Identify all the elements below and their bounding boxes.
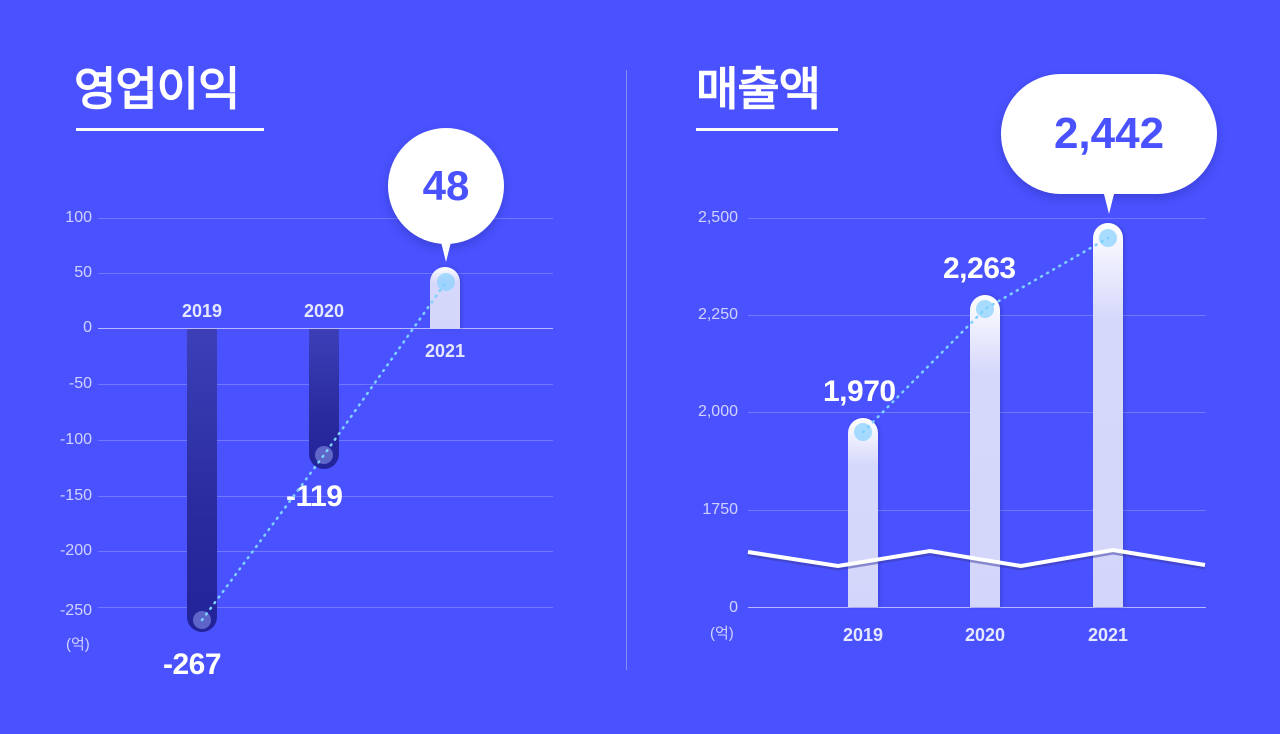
gridline <box>748 218 1206 219</box>
revenue-panel: 매출액 2,500 2,250 2,000 1750 0 (억) 2019 20… <box>630 0 1280 734</box>
bubble-tail <box>1102 186 1116 214</box>
value-label-2020: -119 <box>286 480 343 513</box>
y-tick: -150 <box>59 487 92 504</box>
bar-tip-dot <box>315 446 333 464</box>
title-underline <box>76 128 264 131</box>
x-label-2020: 2020 <box>303 301 345 321</box>
y-tick: 1750 <box>702 501 738 518</box>
bar-tip-dot <box>1099 229 1117 247</box>
bar-tip-dot <box>976 300 994 318</box>
gridline <box>98 218 553 219</box>
bar-tip-dot <box>854 423 872 441</box>
unit-label: (억) <box>710 625 734 642</box>
y-tick: 0 <box>83 319 92 336</box>
bar-2021 <box>1093 223 1123 607</box>
bar-2019 <box>187 329 217 632</box>
y-tick: 2,500 <box>697 209 738 226</box>
y-tick: -100 <box>59 431 92 448</box>
panel-divider <box>626 70 627 670</box>
y-tick: 100 <box>65 209 92 226</box>
bar-tip-dot <box>437 273 455 291</box>
x-label-2020: 2020 <box>964 625 1006 645</box>
highlight-bubble: 48 <box>388 128 504 244</box>
y-tick: 2,000 <box>697 403 738 420</box>
revenue-title: 매출액 <box>696 62 821 116</box>
gridline <box>98 607 553 608</box>
x-label-2021: 2021 <box>1087 625 1129 645</box>
value-label-2020: 2,263 <box>943 252 1016 285</box>
operating-profit-panel: 영업이익 100 50 0 -50 -100 -150 -200 -250 (억… <box>0 0 620 734</box>
y-tick: 50 <box>74 264 92 281</box>
value-label-2019: 1,970 <box>823 375 896 408</box>
value-label-2019: -267 <box>163 648 222 681</box>
x-label-2019: 2019 <box>181 301 223 321</box>
gridline <box>98 273 553 274</box>
bar-tip-dot <box>193 611 211 629</box>
y-tick: -200 <box>59 542 92 559</box>
bar-2020 <box>970 295 1000 607</box>
gridline <box>98 551 553 552</box>
bubble-tail <box>439 234 453 262</box>
y-tick: -50 <box>68 375 92 392</box>
highlight-bubble: 2,442 <box>1001 74 1217 194</box>
bar-2019 <box>848 418 878 607</box>
y-tick: -250 <box>59 602 92 619</box>
y-tick: 2,250 <box>697 306 738 323</box>
operating-profit-title: 영업이익 <box>74 62 240 116</box>
y-tick: 0 <box>729 599 738 616</box>
x-label-2021: 2021 <box>424 341 466 361</box>
title-underline <box>696 128 838 131</box>
x-label-2019: 2019 <box>842 625 884 645</box>
unit-label: (억) <box>66 636 90 653</box>
zero-baseline <box>748 607 1206 608</box>
